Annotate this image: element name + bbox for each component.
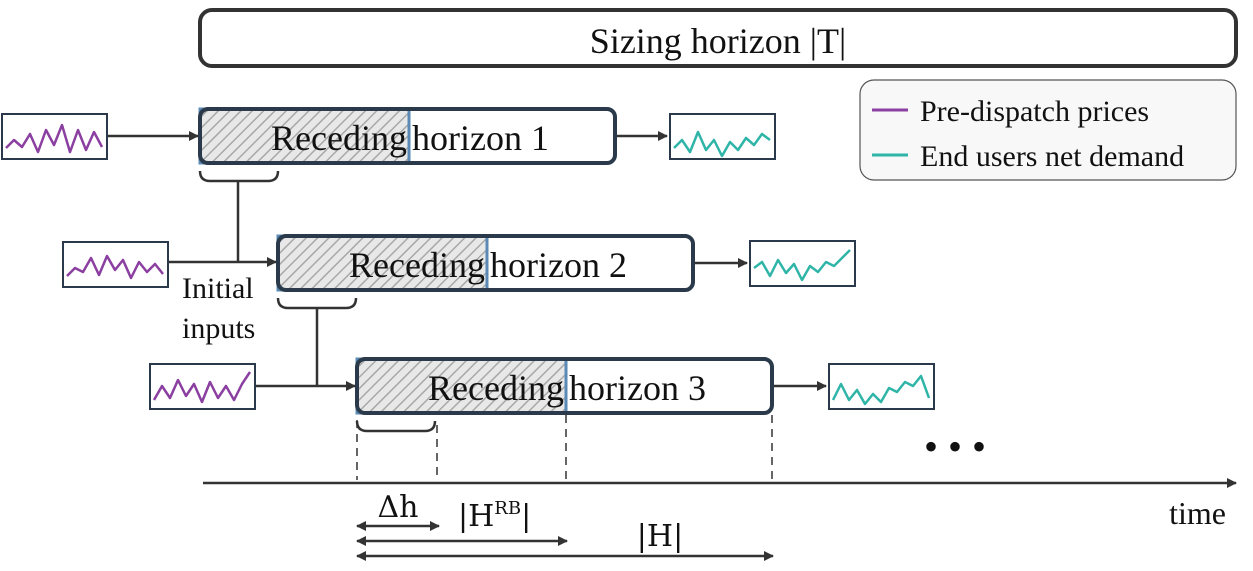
legend-label-prices: Pre-dispatch prices [920, 95, 1149, 128]
receding-horizon-2: Receding horizon 2 [62, 234, 856, 310]
receding-horizon-box-2 [276, 234, 695, 292]
ellipsis: • • • [924, 424, 986, 469]
delta-h-brace-1 [198, 170, 280, 183]
receding-horizon-label-a-2: Receding [349, 245, 485, 285]
demand-series-3 [831, 374, 931, 406]
initial-inputs-line-2: inputs [182, 312, 255, 345]
price-sparkline-1 [1, 113, 108, 160]
price-sparkline-2 [62, 241, 169, 288]
legend-label-demand: End users net demand [920, 140, 1184, 173]
sizing-horizon: Sizing horizon |T| [198, 8, 1238, 68]
initial-inputs-line-1: Initial [182, 272, 254, 305]
demand-sparkline-1 [669, 113, 776, 160]
receding-horizon-label-b-3: horizon 3 [569, 368, 706, 408]
delta-h-label: Δh [378, 490, 419, 525]
interval-delta-h: Δh [356, 490, 440, 531]
time-axis-label: time [1169, 495, 1226, 531]
delta-h-brace-3 [355, 420, 437, 433]
demand-series-2 [753, 249, 851, 282]
interval-h: |H| [356, 519, 774, 561]
legend: Pre-dispatch prices End users net demand [859, 79, 1237, 181]
sizing-horizon-box [198, 8, 1238, 68]
receding-horizon-box-3 [355, 357, 774, 415]
h-label: |H| [637, 519, 683, 554]
delta-h-brace-2 [276, 297, 358, 310]
h-rb-label: |HRB| [458, 498, 531, 534]
legend-box [859, 79, 1237, 181]
receding-horizon-label-b-2: horizon 2 [490, 245, 627, 285]
sizing-horizon-title: Sizing horizon |T| [590, 21, 846, 61]
price-series-3 [152, 371, 252, 404]
demand-series-1 [673, 130, 771, 158]
receding-horizon-box-1 [198, 107, 617, 165]
receding-horizon-1: Receding horizon 1 [1, 107, 776, 183]
receding-horizon-label-a-1: Receding [271, 118, 407, 158]
receding-horizon-label-b-1: horizon 1 [412, 118, 549, 158]
price-series-2 [66, 254, 164, 280]
receding-horizon-label-a-3: Receding [428, 368, 564, 408]
receding-horizon-3: Receding horizon 3 [149, 357, 935, 433]
interval-h-rb: |HRB| [356, 498, 568, 546]
price-series-1 [5, 123, 104, 154]
